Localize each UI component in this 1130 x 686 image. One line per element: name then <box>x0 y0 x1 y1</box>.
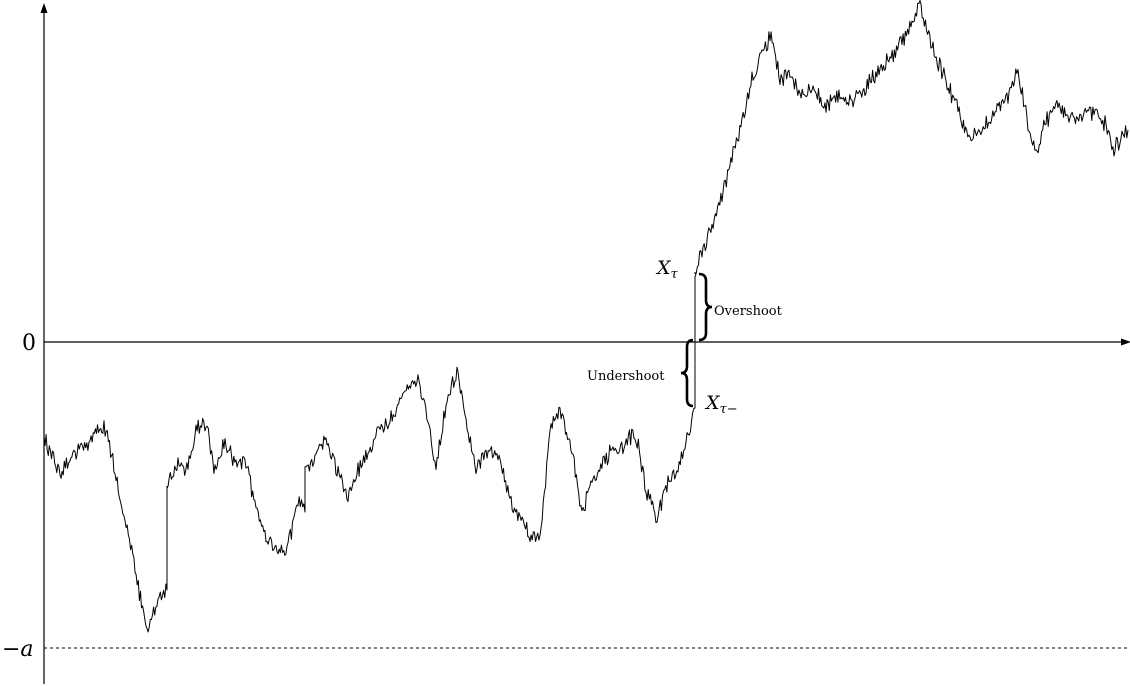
x-tau-main: X <box>655 257 672 279</box>
overshoot-label: Overshoot <box>714 304 783 319</box>
process-path <box>43 0 1129 633</box>
x-tau-minus-label: Xτ− <box>704 392 738 417</box>
minus-a-label: −a <box>2 637 34 662</box>
x-tau-label: Xτ <box>655 257 679 282</box>
x-tau-subscript: τ <box>671 267 679 282</box>
undershoot-label: Undershoot <box>587 369 665 384</box>
y-axis-arrowhead <box>40 3 48 13</box>
undershoot-brace <box>680 338 694 408</box>
x-tau-minus-main: X <box>704 392 721 414</box>
x-tau-minus-subscript: τ− <box>720 402 738 417</box>
zero-label: 0 <box>22 331 36 356</box>
overshoot-brace <box>698 272 713 342</box>
x-axis-arrowhead <box>1121 338 1130 346</box>
